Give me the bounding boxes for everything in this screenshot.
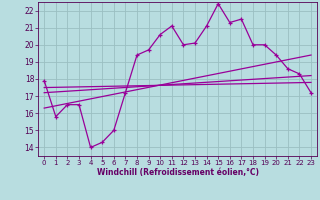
X-axis label: Windchill (Refroidissement éolien,°C): Windchill (Refroidissement éolien,°C)	[97, 168, 259, 177]
